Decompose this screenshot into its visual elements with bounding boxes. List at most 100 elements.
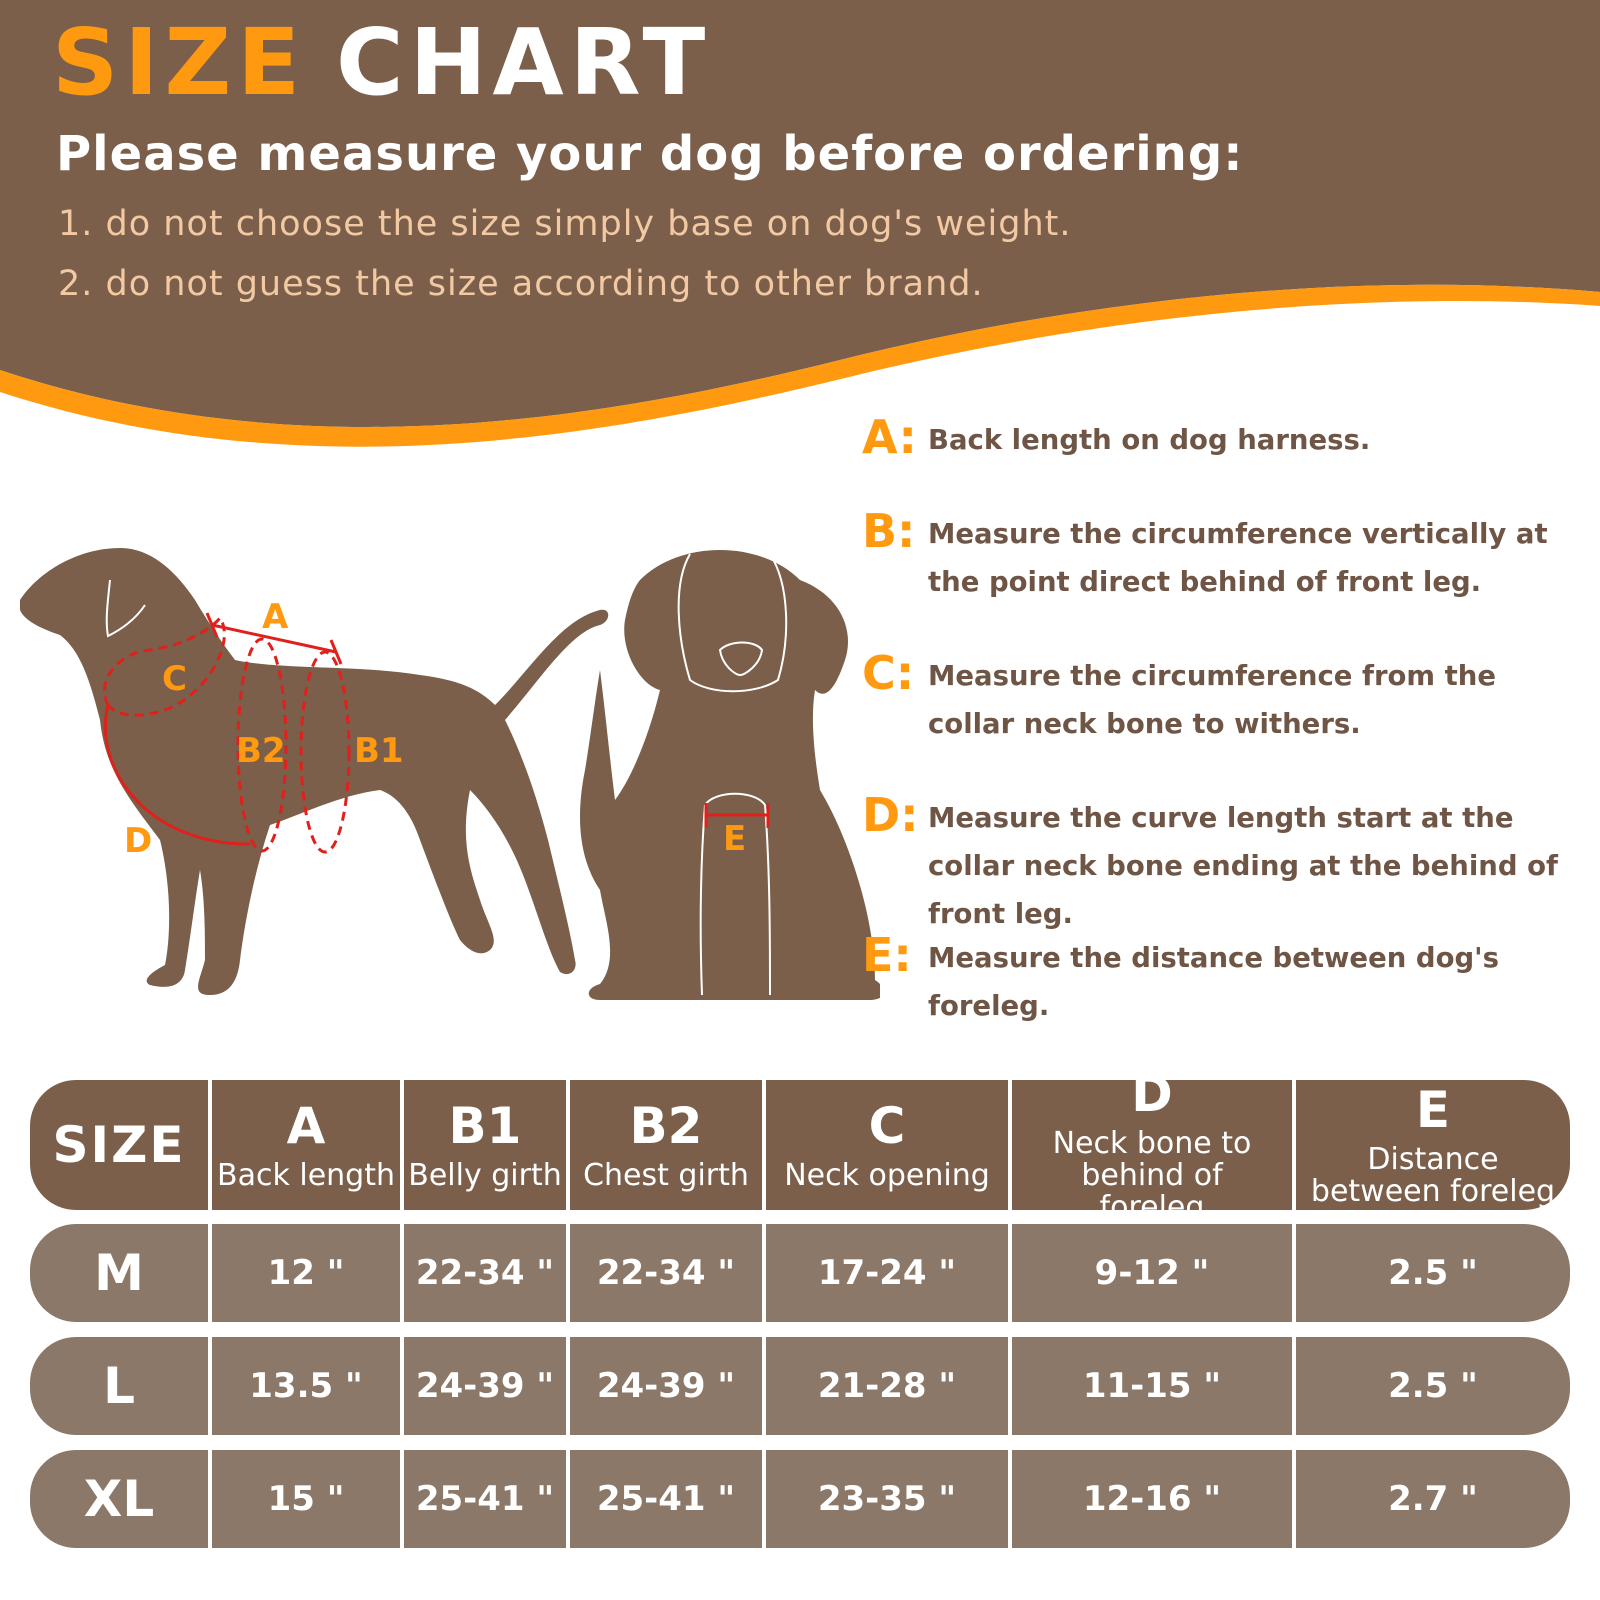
value-cell: 2.5 " — [1292, 1337, 1570, 1435]
title-chart-word: CHART — [336, 9, 712, 116]
value: 2.5 " — [1388, 1366, 1478, 1406]
legend-text: Measure the circumference vertically at … — [928, 518, 1548, 598]
value-cell: 11-15 " — [1008, 1337, 1292, 1435]
column-header-b2: B2 Chest girth — [566, 1080, 762, 1210]
value: 22-34 " — [415, 1253, 555, 1293]
size-label: XL — [83, 1470, 155, 1528]
value-cell: 17-24 " — [762, 1224, 1008, 1322]
sitting-dog-details — [677, 553, 788, 996]
size-header: SIZE — [52, 1116, 186, 1174]
e-line — [704, 803, 770, 828]
column-letter: D — [1131, 1080, 1173, 1123]
value-cell: 2.7 " — [1292, 1450, 1570, 1548]
label-b1: B1 — [354, 731, 404, 771]
size-label: M — [94, 1244, 144, 1302]
title-size-word: SIZE — [52, 9, 307, 116]
value-cell: 9-12 " — [1008, 1224, 1292, 1322]
size-label: L — [103, 1357, 135, 1415]
value: 2.5 " — [1388, 1253, 1478, 1293]
column-header-b1: B1 Belly girth — [400, 1080, 566, 1210]
legend-key: D: — [862, 788, 919, 842]
legend-text: Measure the circumference from the colla… — [928, 660, 1497, 740]
value: 22-34 " — [596, 1253, 736, 1293]
column-letter: B2 — [629, 1097, 703, 1155]
value: 12 " — [267, 1253, 345, 1293]
d-curve — [103, 704, 251, 846]
value-cell: 22-34 " — [566, 1224, 762, 1322]
column-desc: Chest girth — [583, 1158, 749, 1193]
column-header-a: A Back length — [208, 1080, 400, 1210]
table-row-l: L 13.5 " 24-39 " 24-39 " 21-28 " 11-15 "… — [30, 1337, 1570, 1435]
value: 17-24 " — [817, 1253, 957, 1293]
table-row-m: M 12 " 22-34 " 22-34 " 17-24 " 9-12 " 2.… — [30, 1224, 1570, 1322]
value: 12-16 " — [1082, 1479, 1222, 1519]
value-cell: 24-39 " — [400, 1337, 566, 1435]
standing-dog-details — [105, 579, 146, 638]
value-cell: 23-35 " — [762, 1450, 1008, 1548]
value: 2.7 " — [1388, 1479, 1478, 1519]
column-letter: B1 — [448, 1097, 522, 1155]
legend-key: C: — [862, 646, 915, 700]
b1-loop — [299, 650, 351, 854]
legend-key: B: — [862, 504, 916, 558]
page-title: SIZE CHART — [52, 8, 711, 118]
table-row-xl: XL 15 " 25-41 " 25-41 " 23-35 " 12-16 " … — [30, 1450, 1570, 1548]
legend-text: Measure the distance between dog's forel… — [928, 942, 1499, 1022]
value-cell: 22-34 " — [400, 1224, 566, 1322]
legend-text: Measure the curve length start at the co… — [928, 802, 1558, 930]
banner-background — [0, 0, 1600, 428]
table-header-row: SIZE A Back length B1 Belly girth B2 Chest … — [30, 1080, 1570, 1210]
value-cell: 21-28 " — [762, 1337, 1008, 1435]
column-desc: Neck opening — [784, 1158, 990, 1193]
value: 24-39 " — [415, 1366, 555, 1406]
value-cell: 25-41 " — [400, 1450, 566, 1548]
value: 9-12 " — [1094, 1253, 1210, 1293]
value-cell: 24-39 " — [566, 1337, 762, 1435]
column-desc: Distance between foreleg — [1310, 1142, 1556, 1209]
value: 21-28 " — [817, 1366, 957, 1406]
label-d: D — [124, 821, 152, 861]
column-header-c: C Neck opening — [762, 1080, 1008, 1210]
value: 23-35 " — [817, 1479, 957, 1519]
label-c: C — [162, 659, 187, 699]
value-cell: 2.5 " — [1292, 1224, 1570, 1322]
a-line — [205, 612, 343, 665]
column-letter: A — [286, 1097, 326, 1155]
column-letter: E — [1415, 1081, 1451, 1139]
value: 25-41 " — [415, 1479, 555, 1519]
note-2: 2. do not guess the size according to ot… — [58, 264, 984, 304]
legend-text: Back length on dog harness. — [928, 424, 1371, 456]
column-header-e: E Distance between foreleg — [1292, 1080, 1570, 1210]
label-e: E — [723, 819, 746, 859]
subtitle: Please measure your dog before ordering: — [56, 126, 1244, 182]
value-cell: 12-16 " — [1008, 1450, 1292, 1548]
b2-loop — [236, 637, 288, 853]
label-a: A — [262, 597, 289, 637]
sitting-dog-icon — [580, 550, 880, 1000]
value-cell: 12 " — [208, 1224, 400, 1322]
value-cell: 25-41 " — [566, 1450, 762, 1548]
legend-key: E: — [862, 928, 912, 982]
label-b2: B2 — [236, 731, 286, 771]
column-desc: Neck bone to behind of foreleg — [1052, 1126, 1252, 1211]
value: 15 " — [267, 1479, 345, 1519]
standing-dog-icon — [20, 548, 609, 995]
size-header-cell: SIZE — [30, 1080, 208, 1210]
banner-orange-wave — [0, 284, 1600, 447]
column-letter: C — [868, 1097, 906, 1155]
c-loop — [103, 615, 226, 717]
size-cell: XL — [30, 1450, 208, 1548]
value: 13.5 " — [249, 1366, 363, 1406]
value-cell: 15 " — [208, 1450, 400, 1548]
size-cell: L — [30, 1337, 208, 1435]
standing-dog-measure-lines — [103, 615, 351, 854]
value: 24-39 " — [596, 1366, 736, 1406]
value-cell: 13.5 " — [208, 1337, 400, 1435]
header-banner — [0, 0, 1600, 447]
column-header-d: D Neck bone to behind of foreleg — [1008, 1080, 1292, 1210]
value: 25-41 " — [596, 1479, 736, 1519]
size-cell: M — [30, 1224, 208, 1322]
column-desc: Back length — [217, 1158, 395, 1193]
value: 11-15 " — [1082, 1366, 1222, 1406]
column-desc: Belly girth — [408, 1158, 562, 1193]
